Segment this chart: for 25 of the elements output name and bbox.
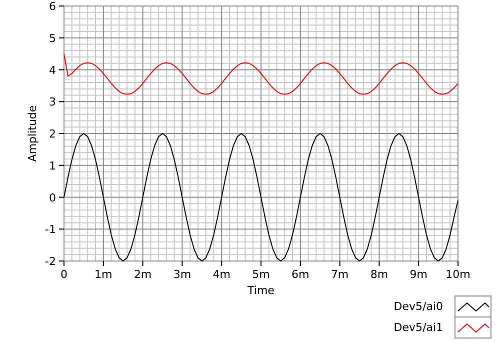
y-tick-label: 2 bbox=[49, 128, 56, 140]
x-tick-label: 1m bbox=[94, 268, 112, 281]
x-tick-label: 8m bbox=[370, 268, 388, 281]
y-tick-label: -2 bbox=[45, 255, 56, 268]
legend-label: Dev5/ai1 bbox=[394, 321, 443, 334]
y-tick-label: 0 bbox=[49, 191, 56, 204]
x-tick-label: 6m bbox=[292, 268, 310, 281]
x-tick-label: 3m bbox=[173, 268, 192, 281]
y-tick-label: 3 bbox=[49, 96, 56, 109]
y-tick-label: 4 bbox=[49, 64, 56, 77]
y-tick-label: 1 bbox=[49, 159, 56, 172]
x-tick-label: 4m bbox=[212, 268, 230, 281]
x-axis-title: Time bbox=[246, 284, 275, 297]
x-tick-label: 5m bbox=[252, 268, 270, 281]
y-tick-label: 5 bbox=[49, 32, 56, 45]
x-tick-label: 0 bbox=[60, 268, 68, 281]
legend-label: Dev5/ai0 bbox=[394, 300, 443, 313]
x-tick-label: 9m bbox=[410, 268, 428, 281]
line-series bbox=[64, 53, 458, 95]
y-axis-title: Amplitude bbox=[26, 105, 39, 162]
x-tick-label: 7m bbox=[330, 268, 349, 281]
x-tick-label: 10m bbox=[446, 268, 470, 281]
x-tick-label: 2m bbox=[134, 268, 152, 281]
y-tick-label: -1 bbox=[45, 223, 56, 236]
y-tick-label: 6 bbox=[49, 0, 56, 13]
